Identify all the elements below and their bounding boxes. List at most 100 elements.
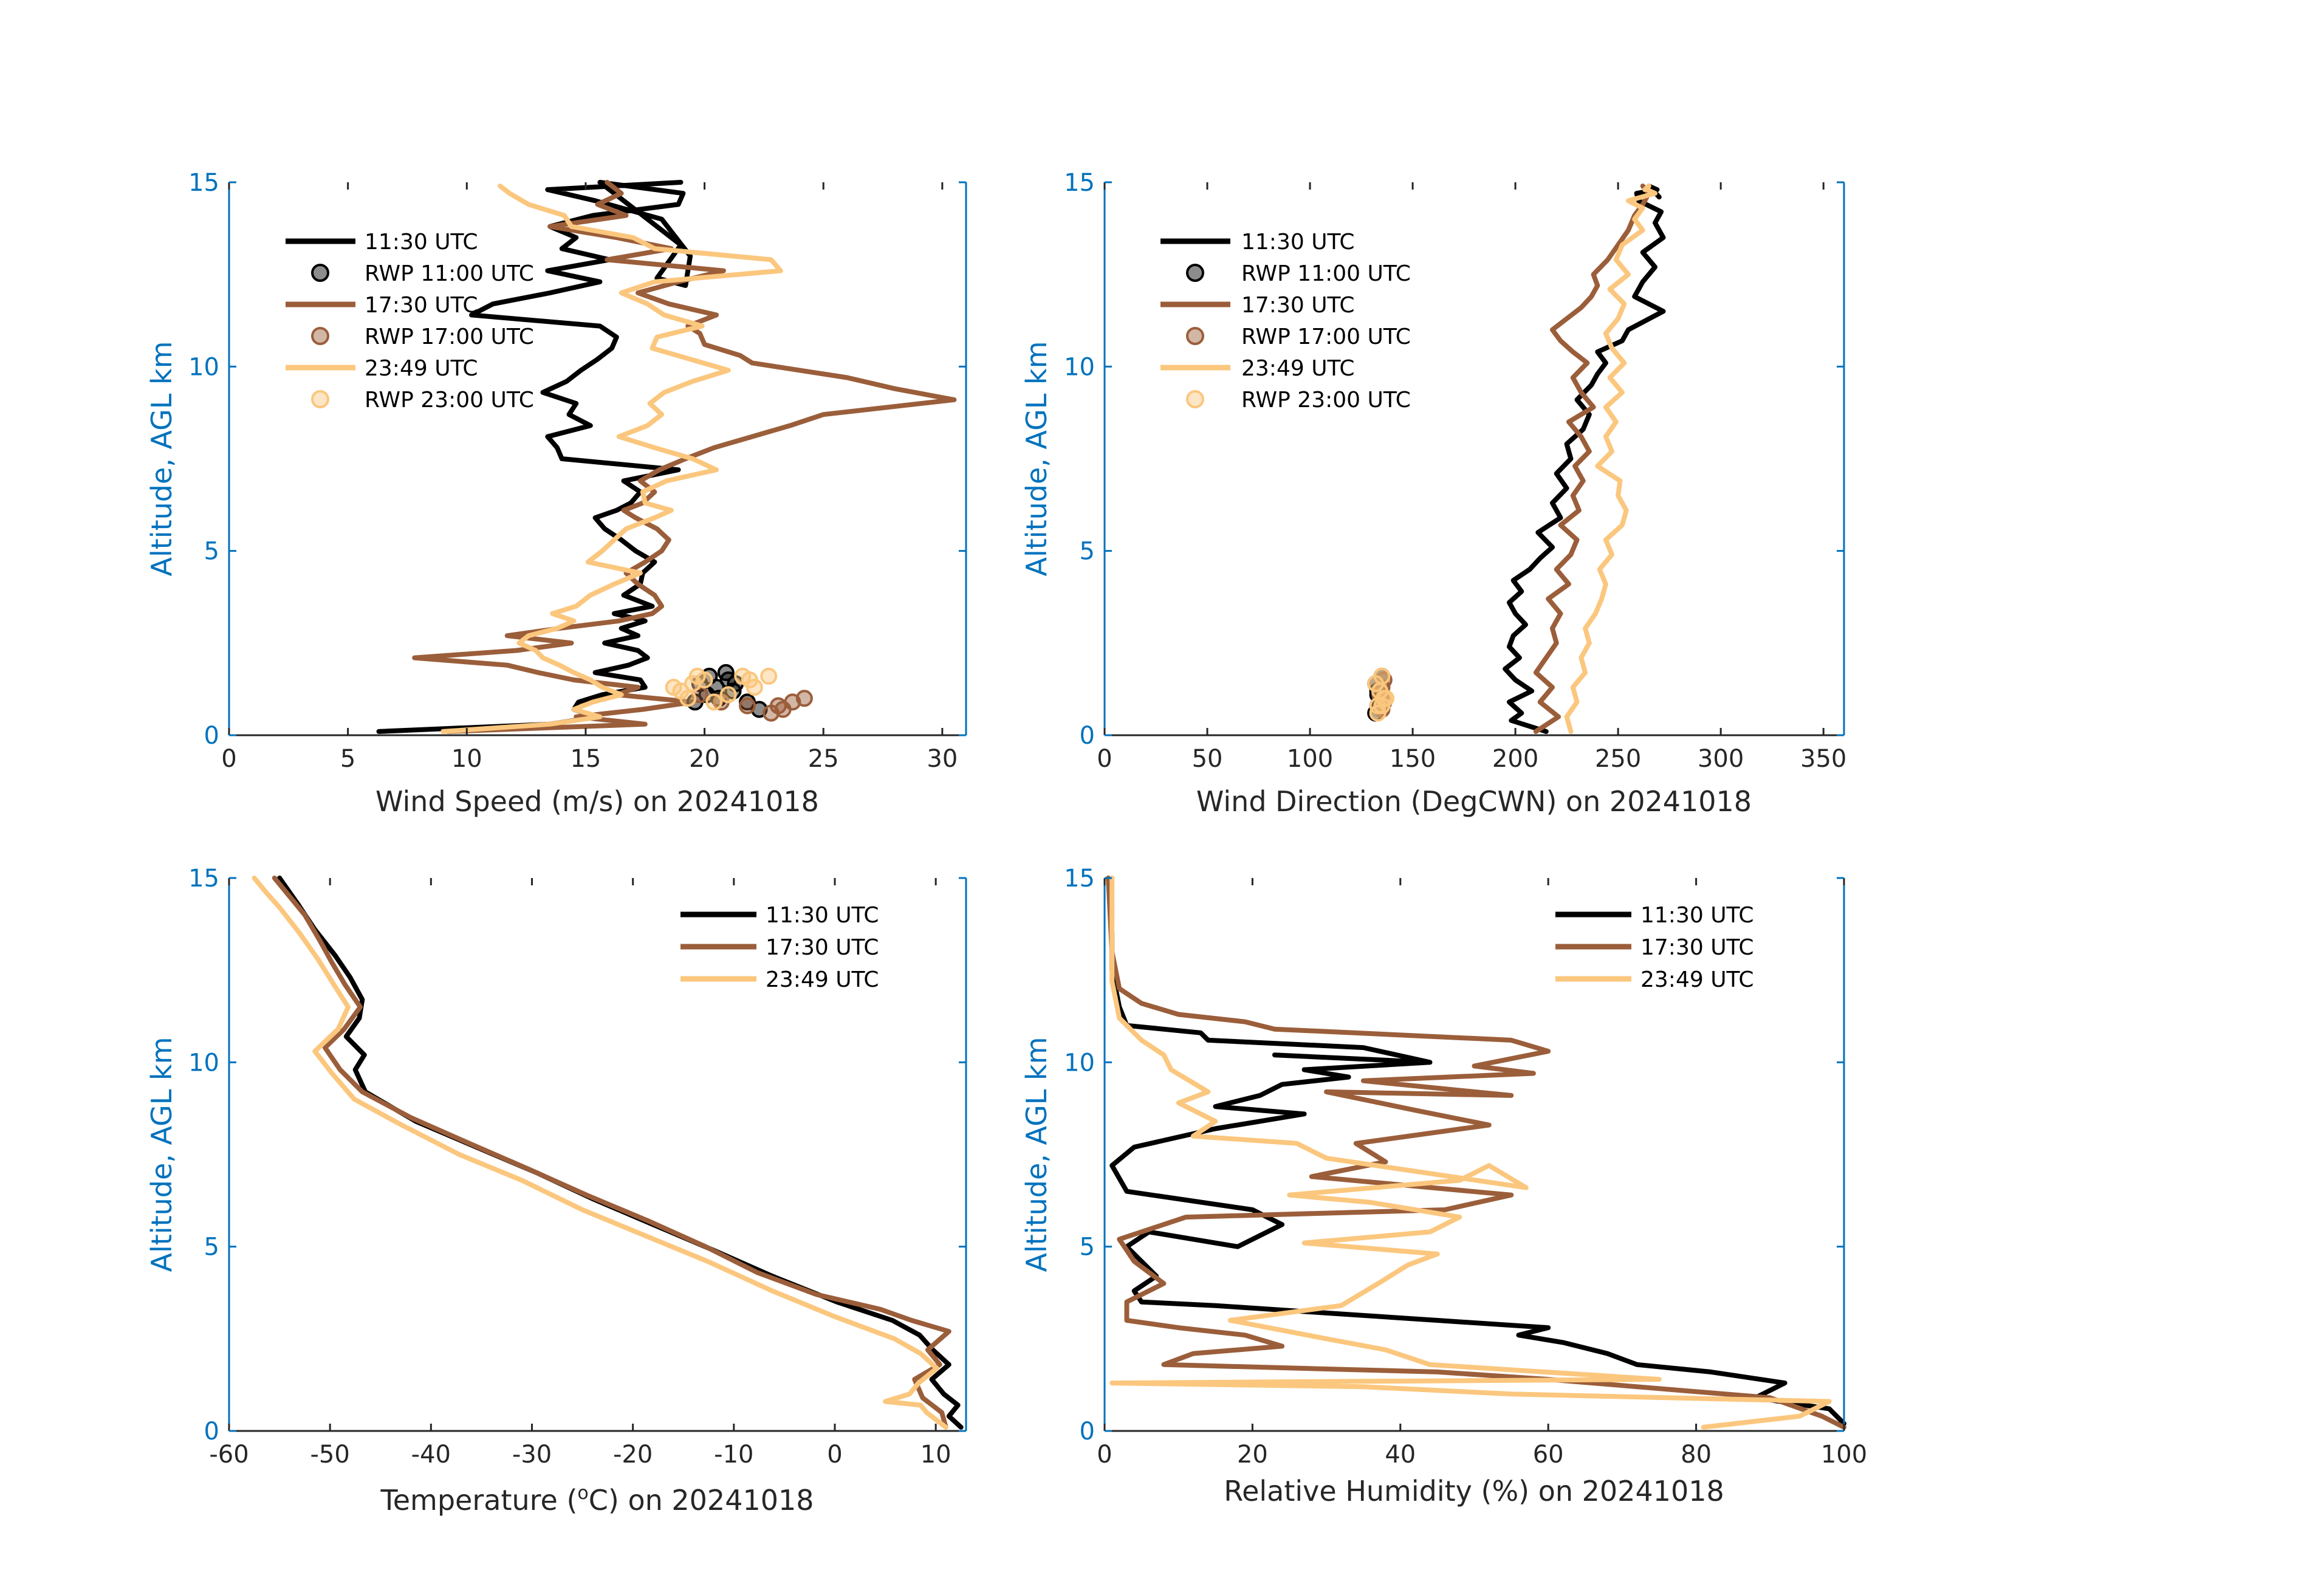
wind-direction-series-layer: [1503, 184, 1666, 734]
temperature-x-label-end: C) on 20241018: [589, 1484, 814, 1517]
legend-label-1730: 17:30 UTC: [766, 935, 879, 960]
wind-direction-y-tick-label: 0: [1080, 722, 1095, 750]
wind-speed-legend: 11:30 UTC RWP 11:00 UTC 17:30 UTC RWP 17…: [286, 230, 534, 413]
relative-humidity-legend: 11:30 UTC 17:30 UTC 23:49 UTC: [1555, 903, 1754, 992]
relative-humidity-line-23-49-utc: [1109, 876, 1832, 1430]
wind-speed-series-layer: [376, 180, 957, 734]
temperature-line-11-30-utc: [277, 876, 964, 1430]
wind-direction-ticks: 0 50 100 150 200 250 300 350 0 5 10 15: [1064, 169, 1846, 773]
wind-direction-point-rwp-23-00-utc: [1373, 667, 1391, 685]
temperature-x-tick-label: -40: [411, 1441, 451, 1469]
legend-marker-rwp-2300: [1186, 390, 1204, 408]
relative-humidity-panel: 0 20 40 60 80 100 0 5 10 15 11:30 UTC 17:30 UTC 2…: [1020, 865, 1867, 1508]
temperature-x-tick-label: -20: [613, 1441, 653, 1469]
wind-direction-y-tick-label: 10: [1064, 353, 1095, 381]
wind-direction-x-tick-label: 150: [1390, 745, 1436, 773]
relative-humidity-x-tick-label: 60: [1533, 1441, 1564, 1469]
wind-direction-x-tick-label: 100: [1287, 745, 1333, 773]
legend-label-1730: 17:30 UTC: [365, 293, 478, 318]
temperature-line-17-30-utc: [272, 876, 951, 1430]
wind-direction-x-label: Wind Direction (DegCWN) on 20241018: [1196, 785, 1752, 818]
wind-direction-x-tick-label: 200: [1492, 745, 1538, 773]
wind-direction-x-tick-label: 300: [1698, 745, 1744, 773]
wind-direction-panel: 0 50 100 150 200 250 300 350 0 5 10 15 11:30 UTC RW…: [1020, 169, 1846, 818]
legend-marker-rwp-1100: [1186, 264, 1204, 282]
wind-speed-y-tick-label: 0: [204, 722, 219, 750]
wind-speed-x-tick-label: 15: [570, 745, 601, 773]
wind-speed-point-rwp-23-00-utc: [705, 693, 723, 711]
wind-speed-point-rwp-23-00-utc: [665, 679, 682, 696]
legend-label-1130: 11:30 UTC: [365, 230, 478, 255]
temperature-y-tick-label: 0: [204, 1418, 219, 1446]
temperature-x-tick-label: 10: [920, 1441, 951, 1469]
wind-speed-point-rwp-17-00-utc: [739, 697, 756, 715]
relative-humidity-y-tick-label: 0: [1080, 1418, 1095, 1446]
wind-speed-line-23-49-utc: [440, 184, 783, 734]
wind-direction-line-11-30-utc: [1503, 184, 1666, 734]
legend-marker-rwp-2300: [311, 390, 329, 408]
legend-marker-rwp-1700: [311, 327, 329, 345]
temperature-y-tick-label: 10: [188, 1049, 219, 1077]
relative-humidity-y-tick-label: 10: [1064, 1049, 1095, 1077]
wind-direction-y-label: Altitude, AGL km: [1020, 341, 1053, 576]
legend-label-rwp-1700: RWP 17:00 UTC: [1241, 324, 1411, 349]
temperature-ticks: -60 -50 -40 -30 -20 -10 0 10 0 5 10 15: [188, 865, 966, 1469]
wind-direction-x-tick-label: 50: [1192, 745, 1223, 773]
temperature-legend: 11:30 UTC 17:30 UTC 23:49 UTC: [680, 903, 879, 992]
wind-direction-x-tick-label: 0: [1097, 745, 1112, 773]
temperature-x-tick-label: -30: [512, 1441, 552, 1469]
wind-speed-y-tick-label: 15: [188, 169, 219, 197]
wind-speed-point-rwp-17-00-utc: [795, 690, 813, 707]
wind-speed-y-tick-label: 5: [204, 538, 219, 566]
wind-speed-point-rwp-23-00-utc: [679, 690, 697, 707]
wind-speed-x-label: Wind Speed (m/s) on 20241018: [375, 785, 819, 818]
wind-speed-x-tick-label: 5: [340, 745, 355, 773]
wind-speed-line-17-30-utc: [412, 180, 957, 734]
wind-direction-line-23-49-utc: [1564, 184, 1657, 734]
wind-speed-x-tick-label: 25: [808, 745, 839, 773]
legend-label-rwp-1100: RWP 11:00 UTC: [1241, 261, 1411, 286]
temperature-x-tick-label: -50: [310, 1441, 349, 1469]
legend-label-1130: 11:30 UTC: [1241, 230, 1355, 255]
temperature-panel: -60 -50 -40 -30 -20 -10 0 10 0 5 10 15 11:30 UTC 17…: [145, 865, 967, 1517]
wind-speed-rwp-layer: [665, 664, 813, 722]
temperature-x-tick-label: -10: [714, 1441, 753, 1469]
wind-speed-x-tick-label: 20: [689, 745, 720, 773]
wind-speed-point-rwp-23-00-utc: [719, 686, 737, 704]
legend-label-2349: 23:49 UTC: [365, 356, 478, 381]
wind-direction-y-tick-label: 5: [1080, 538, 1095, 566]
relative-humidity-ticks: 0 20 40 60 80 100 0 5 10 15: [1064, 865, 1867, 1469]
relative-humidity-x-tick-label: 20: [1237, 1441, 1268, 1469]
wind-speed-point-rwp-23-00-utc: [741, 671, 758, 688]
temperature-series-layer: [252, 876, 964, 1430]
relative-humidity-line-17-30-utc: [1106, 876, 1846, 1430]
legend-label-1730: 17:30 UTC: [1241, 293, 1355, 318]
temperature-x-label-degree: o: [577, 1483, 588, 1504]
wind-speed-ticks: 0 5 10 15 20 25 30 0 5 10 15: [188, 169, 966, 773]
wind-direction-y-tick-label: 15: [1064, 169, 1095, 197]
temperature-y-tick-label: 15: [188, 865, 219, 893]
legend-label-rwp-1700: RWP 17:00 UTC: [365, 324, 534, 349]
legend-label-2349: 23:49 UTC: [766, 967, 879, 992]
legend-label-2349: 23:49 UTC: [1241, 356, 1355, 381]
wind-speed-y-tick-label: 10: [188, 353, 219, 381]
relative-humidity-line-11-30-utc: [1106, 876, 1846, 1426]
wind-speed-point-rwp-23-00-utc: [688, 667, 706, 685]
relative-humidity-y-label: Altitude, AGL km: [1020, 1037, 1053, 1272]
relative-humidity-x-tick-label: 100: [1821, 1441, 1867, 1469]
legend-marker-rwp-1100: [311, 264, 329, 282]
relative-humidity-y-tick-label: 5: [1080, 1233, 1095, 1261]
temperature-x-tick-label: 0: [827, 1441, 842, 1469]
relative-humidity-x-label: Relative Humidity (%) on 20241018: [1224, 1475, 1724, 1508]
relative-humidity-x-tick-label: 0: [1097, 1441, 1112, 1469]
wind-direction-x-tick-label: 350: [1800, 745, 1846, 773]
temperature-x-label: Temperature (oC) on 20241018: [380, 1483, 814, 1517]
wind-direction-x-tick-label: 250: [1595, 745, 1641, 773]
wind-speed-x-tick-label: 10: [451, 745, 482, 773]
temperature-x-label-start: Temperature (: [380, 1484, 577, 1517]
wind-direction-rwp-layer: [1367, 667, 1395, 722]
temperature-y-label: Altitude, AGL km: [145, 1037, 178, 1272]
wind-speed-point-rwp-17-00-utc: [774, 701, 792, 718]
legend-label-2349: 23:49 UTC: [1640, 967, 1754, 992]
